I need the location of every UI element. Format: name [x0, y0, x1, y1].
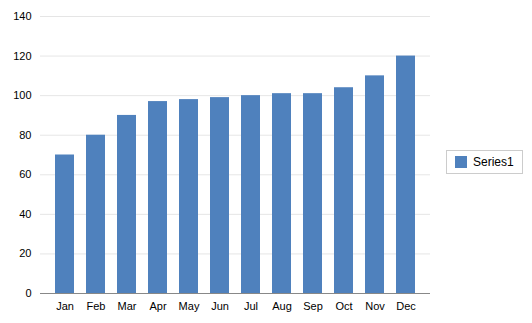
- svg-text:Jan: Jan: [56, 300, 74, 312]
- svg-text:May: May: [179, 300, 200, 312]
- html-text:Series1: Series1: [473, 154, 514, 169]
- svg-text:Jun: Jun: [211, 300, 229, 312]
- svg-text:100: 100: [13, 89, 31, 101]
- svg-text:Mar: Mar: [118, 300, 137, 312]
- svg-text:Nov: Nov: [365, 300, 385, 312]
- svg-text:20: 20: [19, 247, 31, 259]
- svg-text:0: 0: [25, 287, 31, 299]
- svg-text:140: 140: [13, 10, 31, 22]
- svg-text:Oct: Oct: [335, 300, 352, 312]
- svg-text:80: 80: [19, 129, 31, 141]
- svg-text:Apr: Apr: [149, 300, 166, 312]
- svg-text:Sep: Sep: [303, 300, 323, 312]
- svg-text:120: 120: [13, 50, 31, 62]
- svg-text:Jul: Jul: [244, 300, 258, 312]
- svg-text:60: 60: [19, 168, 31, 180]
- svg-text:Dec: Dec: [396, 300, 416, 312]
- svg-text:Aug: Aug: [272, 300, 292, 312]
- svg-text:40: 40: [19, 208, 31, 220]
- svg-text:Feb: Feb: [87, 300, 106, 312]
